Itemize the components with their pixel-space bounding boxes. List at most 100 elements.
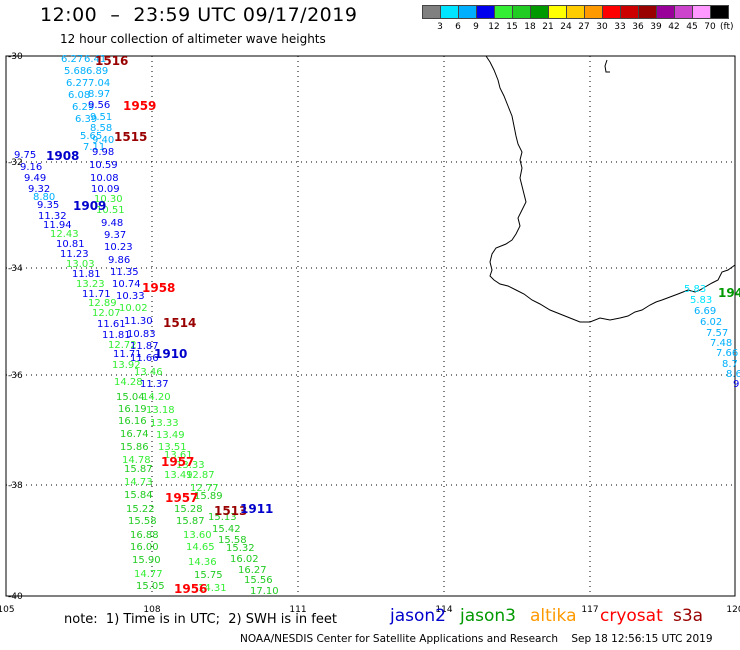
wave-height-value: 15.56 [244,575,273,586]
wave-height-value: 12.43 [50,229,79,240]
wave-height-value: 11.23 [60,249,89,260]
coastline [485,55,736,323]
legend-label: 42 [668,22,680,32]
wave-height-value: 10.74 [112,279,141,290]
latitude-tick-label: -40 [8,592,23,602]
wave-height-value: 14.31 [198,583,227,594]
wave-height-value: 10.09 [91,184,120,195]
latitude-tick-label: -36 [8,371,23,381]
wave-height-value: 16.02 [230,554,259,565]
wave-height-value: 15.04 [116,392,145,403]
legend-label: 3 [437,22,443,32]
wave-height-value: 11.66 [130,353,159,364]
wave-height-value: 9.56 [88,100,110,111]
pass-time-label: 1514 [163,316,196,330]
wave-height-value: 15.84 [124,490,153,501]
pass-time-label: 1959 [123,99,156,113]
wave-height-value: 15.58 [218,535,247,546]
wave-height-value: 15.58 [128,516,157,527]
pass-time-label: 1908 [46,149,79,163]
wave-height-value: 11.61 [97,319,126,330]
wave-height-value: 15.28 [174,504,203,515]
wave-height-value: 15.22 [126,504,155,515]
wave-height-value: 8.97 [88,89,110,100]
longitude-tick-label: 108 [143,605,160,615]
wave-height-value: 16.19 [118,404,147,415]
pass-time-label: 1911 [240,502,273,516]
wave-height-value: 10.08 [90,173,119,184]
wave-height-value: 11.32 [38,211,67,222]
legend-label: 21 [542,22,554,32]
wave-height-value: 15.13 [208,512,237,523]
wave-height-value: 14.36 [188,557,217,568]
wave-height-value: 9.75 [14,150,36,161]
wave-height-value: 13.03 [66,259,95,270]
wave-height-value: 15.87 [124,464,153,475]
wave-height-value: 16.74 [120,429,149,440]
wave-height-value: 8.58 [90,123,112,134]
longitude-tick-label: 114 [435,605,452,615]
wave-height-value: 16.16 [118,416,147,427]
legend-label: 70 [704,22,716,32]
wave-height-value: 6.41 [84,54,106,65]
wave-height-value: 14.78 [122,455,151,466]
wave-height-value: 9.51 [90,112,112,123]
wave-height-value: 13.23 [76,279,105,290]
wave-height-value: 14.28 [114,377,143,388]
latitude-tick-label: -38 [8,481,23,491]
wave-height-value: 14.77 [134,569,163,580]
longitude-tick-label: 111 [289,605,306,615]
pass-time-label: 1515 [114,130,147,144]
wave-height-value: 5.83 [690,295,712,306]
wave-height-value: 8.80 [33,192,55,203]
wave-height-value: 12.89 [88,298,117,309]
pass-time-label: 1513 [214,504,247,518]
wave-height-value: 15.89 [194,491,223,502]
wave-height-value: 13.33 [176,460,205,471]
wave-height-value: 7.04 [88,78,110,89]
wave-height-value: 10.23 [104,242,133,253]
footnote: note: 1) Time is in UTC; 2) SWH is in fe… [64,612,337,627]
wave-height-value: 15.05 [136,581,165,592]
legend-label: 27 [578,22,590,32]
legend-label: 24 [560,22,572,32]
wave-height-value: 9 [733,379,739,390]
wave-height-value: 11.37 [140,379,169,390]
wave-height-value: 9.48 [101,218,123,229]
wave-height-value: 7.57 [706,328,728,339]
wave-height-value: 10.81 [56,239,85,250]
pass-time-label: 1957 [165,491,198,505]
wave-height-value: 6.02 [700,317,722,328]
satellite-label-cryosat: cryosat [600,606,663,626]
wave-height-value: 6.69 [694,306,716,317]
legend-label: 33 [614,22,626,32]
wave-height-value: 11.81 [102,330,131,341]
wave-height-value: 10.59 [89,160,118,171]
wave-height-value: 12.77 [190,483,219,494]
wave-height-value: 10.02 [119,303,148,314]
wave-height-value: 6.08 [68,90,90,101]
wave-height-value: 12.72 [108,340,137,351]
legend-label: 12 [488,22,500,32]
pass-time-label: 1909 [73,199,106,213]
wave-height-value: 13.49 [164,470,193,481]
wave-height-value: 6.27 [66,78,88,89]
wave-height-value: 9.32 [28,184,50,195]
wave-height-value: 9.37 [104,230,126,241]
wave-height-value: 13.18 [146,405,175,416]
pass-time-label: 1958 [142,281,175,295]
wave-height-value: 7.48 [710,338,732,349]
legend-label: 15 [506,22,518,32]
wave-height-value: 6.39 [75,114,97,125]
wave-height-value: 10.30 [94,194,123,205]
wave-height-value: 13.33 [150,418,179,429]
legend-label: 39 [650,22,662,32]
wave-height-value: 10.83 [127,329,156,340]
wave-height-value: 14.65 [186,542,215,553]
wave-height-value: 5.68 [64,66,86,77]
pass-time-label: 1956 [174,582,207,596]
wave-height-value: 11.71 [82,289,111,300]
wave-height-value: 14.20 [142,392,171,403]
